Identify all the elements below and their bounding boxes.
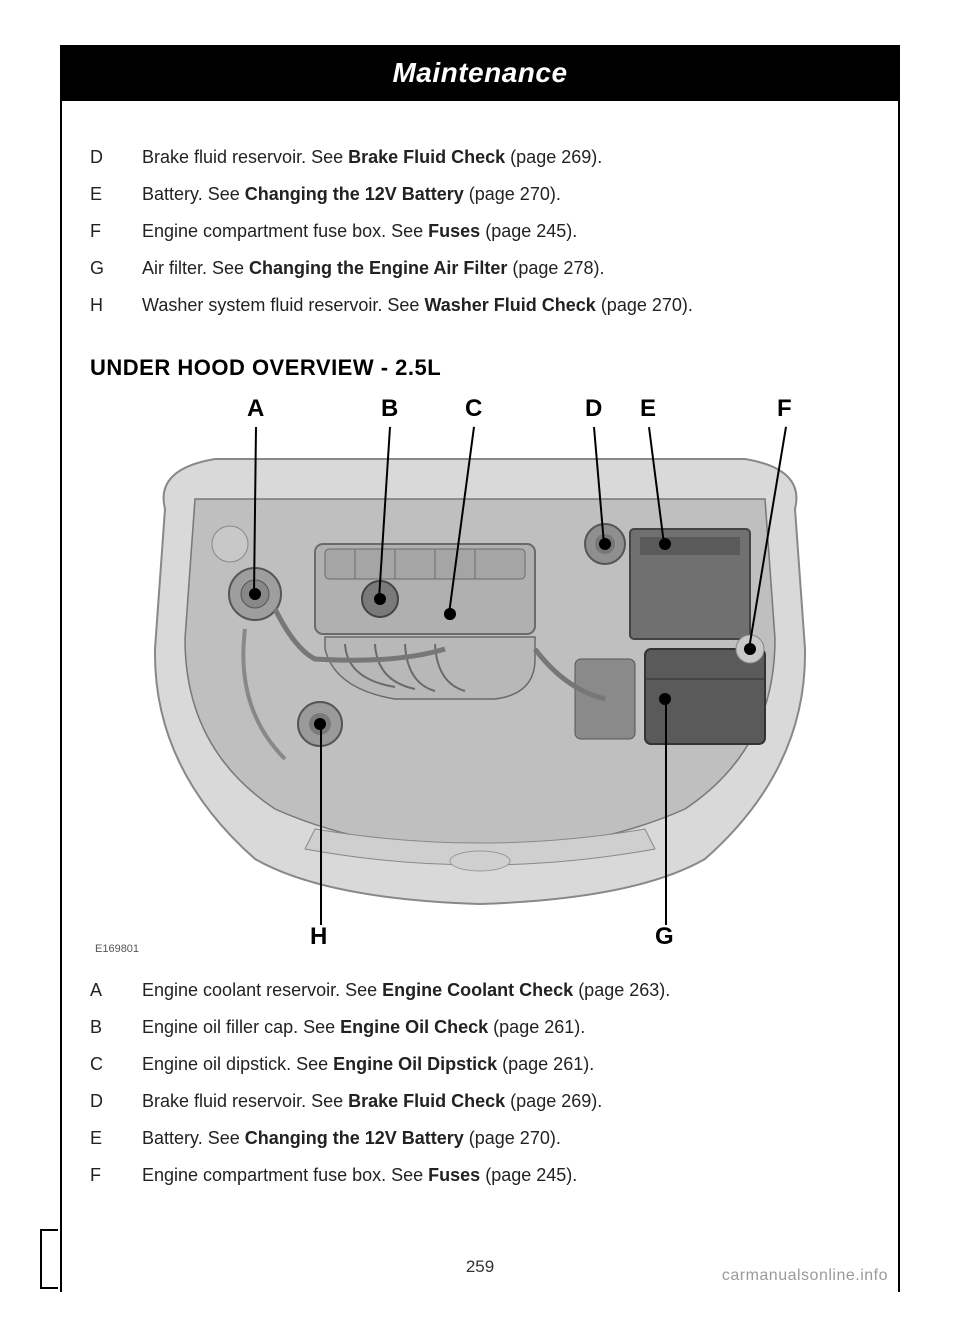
callout-dot — [659, 693, 671, 705]
reference-item: BEngine oil filler cap. See Engine Oil C… — [90, 1014, 870, 1041]
manual-page: Maintenance DBrake fluid reservoir. See … — [0, 0, 960, 1337]
reference-letter: A — [90, 977, 142, 1004]
reference-item: FEngine compartment fuse box. See Fuses … — [90, 218, 870, 245]
reference-text: Battery. See Changing the 12V Battery (p… — [142, 1125, 870, 1152]
callout-dot — [444, 608, 456, 620]
reference-item: EBattery. See Changing the 12V Battery (… — [90, 181, 870, 208]
callout-label-g: G — [655, 923, 674, 951]
reference-text: Washer system fluid reservoir. See Washe… — [142, 292, 870, 319]
callout-dot — [744, 643, 756, 655]
reference-text: Engine coolant reservoir. See Engine Coo… — [142, 977, 870, 1004]
reference-item: EBattery. See Changing the 12V Battery (… — [90, 1125, 870, 1152]
reference-letter: B — [90, 1014, 142, 1041]
reference-item: FEngine compartment fuse box. See Fuses … — [90, 1162, 870, 1189]
page-header: Maintenance — [62, 45, 898, 101]
callout-label-e: E — [640, 395, 656, 423]
page-content: DBrake fluid reservoir. See Brake Fluid … — [90, 130, 870, 1262]
engine-illustration — [135, 449, 825, 909]
bottom-reference-list: AEngine coolant reservoir. See Engine Co… — [90, 977, 870, 1189]
section-title: UNDER HOOD OVERVIEW - 2.5L — [90, 355, 870, 381]
callout-dot — [374, 593, 386, 605]
callout-label-c: C — [465, 395, 482, 423]
callout-label-b: B — [381, 395, 398, 423]
callout-line — [665, 699, 667, 925]
reference-letter: E — [90, 1125, 142, 1152]
reference-letter: H — [90, 292, 142, 319]
reference-item: HWasher system fluid reservoir. See Wash… — [90, 292, 870, 319]
callout-dot — [599, 538, 611, 550]
reference-text: Engine oil filler cap. See Engine Oil Ch… — [142, 1014, 870, 1041]
reference-text: Air filter. See Changing the Engine Air … — [142, 255, 870, 282]
callout-dot — [249, 588, 261, 600]
callout-line — [320, 724, 322, 925]
reference-text: Engine oil dipstick. See Engine Oil Dips… — [142, 1051, 870, 1078]
reference-letter: F — [90, 1162, 142, 1189]
reference-item: DBrake fluid reservoir. See Brake Fluid … — [90, 1088, 870, 1115]
callout-dot — [314, 718, 326, 730]
page-tab — [40, 1229, 58, 1289]
reference-text: Brake fluid reservoir. See Brake Fluid C… — [142, 1088, 870, 1115]
watermark: carmanualsonline.info — [722, 1267, 888, 1285]
page-border-left — [60, 45, 62, 1292]
callout-label-d: D — [585, 395, 602, 423]
reference-letter: D — [90, 144, 142, 171]
reference-text: Engine compartment fuse box. See Fuses (… — [142, 1162, 870, 1189]
reference-text: Engine compartment fuse box. See Fuses (… — [142, 218, 870, 245]
reference-item: GAir filter. See Changing the Engine Air… — [90, 255, 870, 282]
callout-label-a: A — [247, 395, 264, 423]
callout-dot — [659, 538, 671, 550]
reference-text: Battery. See Changing the 12V Battery (p… — [142, 181, 870, 208]
reference-text: Brake fluid reservoir. See Brake Fluid C… — [142, 144, 870, 171]
diagram-caption: E169801 — [95, 943, 139, 955]
header-title: Maintenance — [392, 57, 567, 89]
callout-label-h: H — [310, 923, 327, 951]
top-reference-list: DBrake fluid reservoir. See Brake Fluid … — [90, 144, 870, 319]
reference-item: AEngine coolant reservoir. See Engine Co… — [90, 977, 870, 1004]
callout-label-f: F — [777, 395, 792, 423]
reference-item: DBrake fluid reservoir. See Brake Fluid … — [90, 144, 870, 171]
reference-letter: E — [90, 181, 142, 208]
reference-letter: G — [90, 255, 142, 282]
reference-letter: C — [90, 1051, 142, 1078]
reference-item: CEngine oil dipstick. See Engine Oil Dip… — [90, 1051, 870, 1078]
engine-diagram: ABCDEFHG E169801 — [95, 399, 865, 959]
reference-letter: D — [90, 1088, 142, 1115]
reference-letter: F — [90, 218, 142, 245]
